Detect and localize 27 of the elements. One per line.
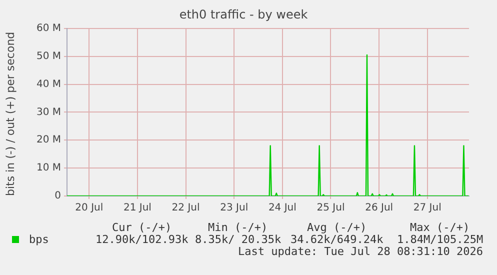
y-tick-label: 50 M bbox=[36, 50, 61, 62]
x-tick-label: 27 Jul bbox=[413, 202, 442, 214]
text: Min (-/+) bbox=[208, 221, 268, 234]
text: Max (-/+) bbox=[410, 221, 470, 234]
y-tick-label: 60 M bbox=[36, 22, 61, 34]
x-tick-label: 20 Jul bbox=[75, 202, 104, 214]
text: Last update: Tue Jul 28 08:31:10 2026 bbox=[238, 245, 484, 258]
y-tick-label: 20 M bbox=[36, 134, 61, 146]
x-tick-label: 24 Jul bbox=[268, 202, 296, 214]
legend-label: bps bbox=[29, 233, 49, 246]
text: 1.84M/105.25M bbox=[397, 233, 484, 246]
x-tick-label: 23 Jul bbox=[220, 202, 248, 214]
x-tick-label: 21 Jul bbox=[123, 202, 152, 214]
y-tick-label: 10 M bbox=[36, 162, 61, 174]
y-tick-label: 30 M bbox=[36, 106, 61, 118]
text: Avg (-/+) bbox=[307, 221, 367, 234]
x-tick-label: 22 Jul bbox=[172, 202, 200, 214]
x-tick-label: 26 Jul bbox=[365, 202, 394, 214]
y-tick-label: 40 M bbox=[36, 78, 61, 90]
text: 34.62k/649.24k bbox=[290, 233, 384, 246]
text: Cur (-/+) bbox=[112, 221, 172, 234]
x-tick-label: 25 Jul bbox=[316, 202, 345, 214]
y-tick-label: 0 bbox=[54, 190, 61, 202]
y-axis-title: bits in (-) / out (+) per second bbox=[4, 32, 17, 196]
chart-title: eth0 traffic - by week bbox=[179, 7, 308, 22]
text: 8.35k/ 20.35k bbox=[195, 233, 282, 246]
text: 12.90k/102.93k bbox=[96, 233, 188, 246]
